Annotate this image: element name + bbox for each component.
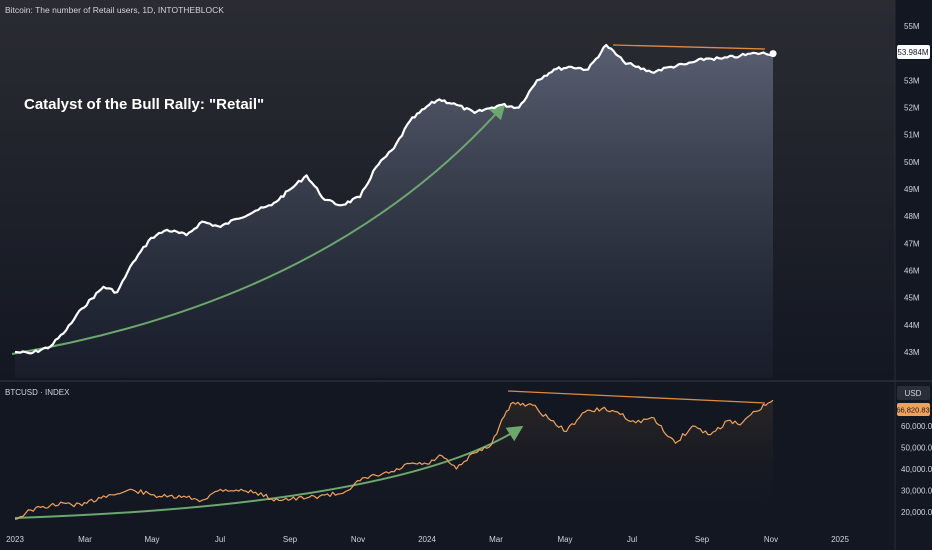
x-axis: 2023 Mar May Jul Sep Nov 2024 Mar May Jul Sep Nov 20… [6, 535, 849, 544]
btc-line-layer [14, 399, 774, 520]
x-tick-label: May [144, 535, 159, 544]
x-tick-label: Sep [695, 535, 710, 544]
retail-series-line [14, 43, 774, 355]
x-tick-label: Mar [489, 535, 503, 544]
btc-area [15, 400, 773, 520]
x-tick-label: May [557, 535, 572, 544]
retail-resistance-line [612, 44, 766, 50]
y-tick-label: 43M [904, 348, 920, 357]
y-tick-label: 60,000.00 [901, 422, 932, 431]
y-tick-label: 50M [904, 158, 920, 167]
btc-area-layer [15, 400, 773, 520]
retail-y-axis: 55M54M53M52M51M50M49M48M47M46M45M44M43M [904, 22, 920, 357]
btc-series-line [14, 399, 774, 520]
x-tick-label: Sep [283, 535, 298, 544]
btc-trend-arrow [14, 425, 524, 519]
x-tick-label: Jul [627, 535, 637, 544]
bottom-panel-title: BTCUSD · INDEX [5, 388, 70, 397]
y-tick-label: 20,000.00 [901, 508, 932, 517]
retail-trend-arrow [11, 103, 506, 355]
y-tick-label: 50,000.00 [901, 444, 932, 453]
y-tick-label: 48M [904, 212, 920, 221]
top-panel-title: Bitcoin: The number of Retail users, 1D,… [5, 5, 224, 15]
y-tick-label: 53M [904, 76, 920, 85]
y-tick-label: 52M [904, 104, 920, 113]
retail-last-point [769, 50, 777, 58]
currency-badge: USD [897, 386, 930, 400]
y-tick-label: 47M [904, 239, 920, 248]
btc-y-axis: 60,000.00 50,000.00 40,000.00 30,000.00 20,0… [901, 422, 932, 517]
trend-annotation-layer [11, 44, 766, 519]
x-tick-label: Nov [764, 535, 778, 544]
svg-text:53.984M: 53.984M [897, 48, 928, 57]
y-tick-label: 51M [904, 131, 920, 140]
y-tick-label: 46M [904, 267, 920, 276]
y-tick-label: 49M [904, 185, 920, 194]
x-tick-label: 2025 [831, 535, 849, 544]
retail-area [15, 45, 773, 378]
btc-last-value-badge: 66,820.83 [896, 403, 930, 416]
y-tick-label: 55M [904, 22, 920, 31]
retail-annotation: Catalyst of the Bull Rally: "Retail" [24, 96, 264, 113]
x-tick-label: 2024 [418, 535, 436, 544]
y-tick-label: 40,000.00 [901, 465, 932, 474]
svg-text:66,820.83: 66,820.83 [896, 406, 929, 415]
retail-area-layer [15, 45, 773, 378]
y-tick-label: 45M [904, 294, 920, 303]
btc-resistance-line [507, 390, 766, 404]
y-tick-label: 44M [904, 321, 920, 330]
svg-text:USD: USD [905, 389, 922, 398]
x-tick-label: Nov [351, 535, 365, 544]
x-tick-label: Jul [215, 535, 225, 544]
retail-line-layer [14, 43, 777, 355]
y-tick-label: 30,000.00 [901, 487, 932, 496]
retail-last-value-badge: 53.984M [897, 45, 930, 59]
x-tick-label: Mar [78, 535, 92, 544]
x-tick-label: 2023 [6, 535, 24, 544]
